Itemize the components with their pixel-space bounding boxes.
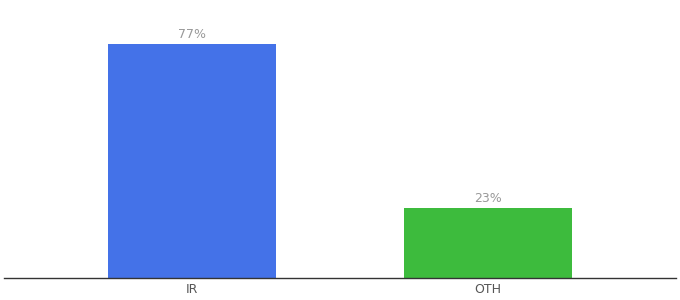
Bar: [404, 208, 572, 278]
Text: 23%: 23%: [474, 192, 502, 205]
Bar: [108, 44, 276, 278]
Text: 77%: 77%: [178, 28, 206, 41]
